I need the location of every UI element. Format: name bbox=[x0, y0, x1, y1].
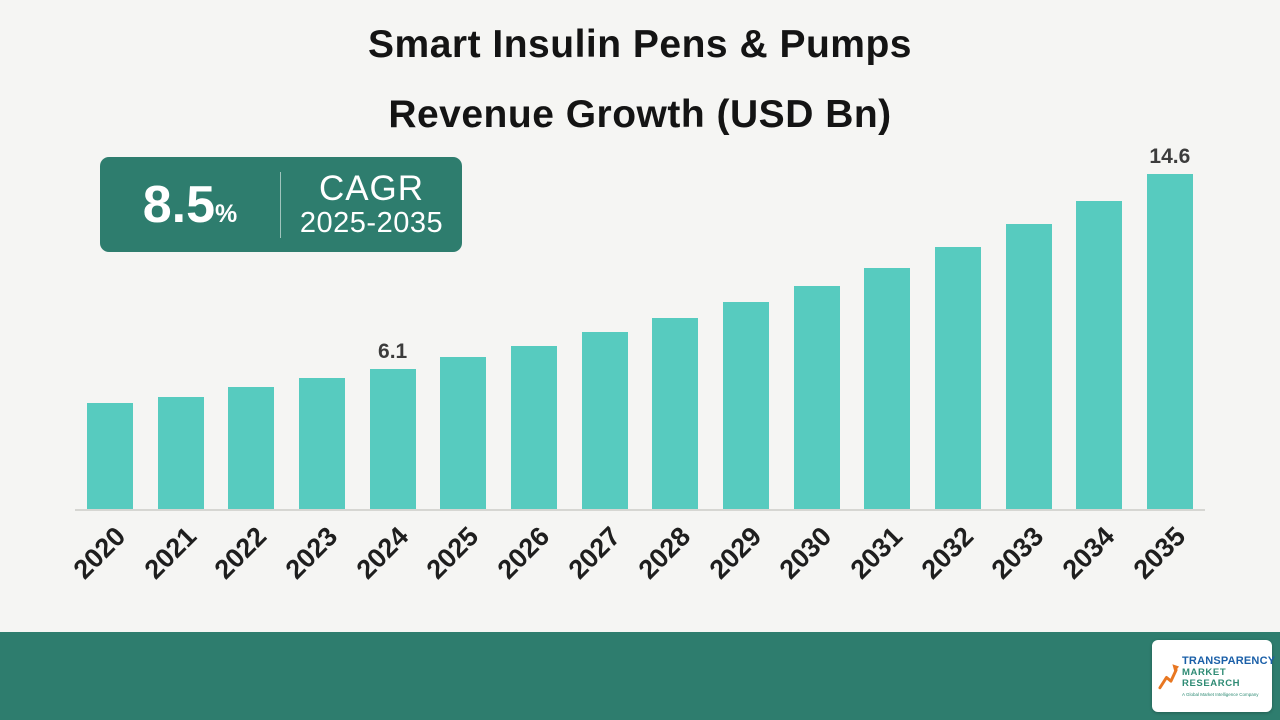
cagr-value: 8.5% bbox=[100, 175, 280, 235]
x-tick-2022: 2022 bbox=[209, 511, 274, 615]
bar-group-2033 bbox=[1005, 160, 1052, 509]
x-tick-label-2032: 2032 bbox=[915, 521, 980, 585]
bar-group-2024: 6.1 bbox=[369, 160, 416, 509]
x-tick-label-2034: 2034 bbox=[1056, 521, 1121, 585]
x-tick-label-2024: 2024 bbox=[350, 521, 414, 585]
bar-group-2035: 14.6 bbox=[1146, 145, 1193, 509]
bar-group-2031 bbox=[864, 160, 911, 509]
bar-group-2026 bbox=[510, 160, 557, 509]
x-tick-label-2030: 2030 bbox=[774, 521, 838, 585]
x-tick-label-2028: 2028 bbox=[632, 521, 697, 585]
x-tick-label-2026: 2026 bbox=[491, 521, 556, 585]
x-tick-2032: 2032 bbox=[915, 511, 981, 615]
bar-2020 bbox=[87, 403, 133, 509]
bar-group-2022 bbox=[228, 160, 275, 509]
bar-2023 bbox=[298, 378, 345, 509]
x-tick-2021: 2021 bbox=[138, 511, 204, 615]
x-tick-2024: 2024 bbox=[350, 511, 416, 615]
bar-2029 bbox=[722, 302, 769, 509]
bar-2034 bbox=[1076, 201, 1123, 509]
bar-group-2020 bbox=[87, 160, 133, 509]
bar-group-2023 bbox=[298, 160, 345, 509]
bar-2032 bbox=[934, 247, 981, 509]
logo-growth-arrow-icon bbox=[1158, 664, 1179, 690]
cagr-label: CAGR bbox=[318, 168, 425, 208]
x-tick-2028: 2028 bbox=[633, 511, 698, 615]
x-tick-2035: 2035 bbox=[1127, 511, 1193, 615]
x-tick-label-2021: 2021 bbox=[138, 521, 202, 585]
footer-bar: TRANSPARENCY MARKET RESEARCH A Global Ma… bbox=[0, 632, 1280, 720]
cagr-label-group: CAGR 2025-2035 bbox=[281, 170, 462, 239]
logo-tagline: A Global Market Intelligence Company bbox=[1182, 691, 1259, 697]
bar-2035 bbox=[1146, 173, 1193, 509]
x-tick-label-2025: 2025 bbox=[420, 521, 485, 585]
chart-title-line1: Smart Insulin Pens & Pumps bbox=[368, 23, 912, 66]
bar-chart: 6.1 14.6 2020 2021 2022 2023 2024 2025 2026 2027… bbox=[68, 145, 1205, 615]
bar-group-2028 bbox=[652, 160, 699, 509]
cagr-percent-sign: % bbox=[215, 199, 238, 228]
value-label-2024: 6.1 bbox=[378, 339, 408, 363]
logo-company-name: TRANSPARENCY bbox=[1182, 655, 1276, 668]
x-tick-2020: 2020 bbox=[68, 511, 133, 615]
value-label-2035: 14.6 bbox=[1149, 144, 1191, 168]
logo-text: TRANSPARENCY MARKET RESEARCH A Global Ma… bbox=[1182, 655, 1275, 697]
bar-group-2032 bbox=[934, 160, 981, 509]
x-tick-2030: 2030 bbox=[774, 511, 840, 615]
x-tick-label-2029: 2029 bbox=[703, 521, 768, 585]
x-tick-2029: 2029 bbox=[703, 511, 769, 615]
cagr-badge: 8.5% CAGR 2025-2035 bbox=[100, 157, 462, 252]
bar-group-2021 bbox=[157, 160, 204, 509]
plot-area: 6.1 14.6 bbox=[75, 145, 1205, 511]
x-tick-label-2027: 2027 bbox=[562, 521, 626, 585]
x-tick-2026: 2026 bbox=[491, 511, 557, 615]
bar-2030 bbox=[793, 286, 840, 509]
x-tick-2031: 2031 bbox=[845, 511, 910, 615]
bar-2025 bbox=[440, 357, 487, 509]
x-tick-label-2031: 2031 bbox=[844, 521, 909, 585]
x-tick-2033: 2033 bbox=[986, 511, 1052, 615]
bar-group-2030 bbox=[793, 160, 840, 509]
bar-2028 bbox=[652, 318, 699, 509]
x-tick-label-2023: 2023 bbox=[279, 521, 344, 585]
chart-title-line2: Revenue Growth (USD Bn) bbox=[388, 93, 892, 136]
x-tick-2023: 2023 bbox=[279, 511, 345, 615]
x-tick-2034: 2034 bbox=[1057, 511, 1122, 615]
chart-title: Smart Insulin Pens & Pumps Revenue Growt… bbox=[0, 0, 1280, 150]
bar-group-2029 bbox=[722, 160, 769, 509]
bar-2031 bbox=[864, 267, 911, 509]
cagr-divider bbox=[280, 171, 281, 238]
bar-2027 bbox=[581, 332, 628, 509]
x-axis-labels: 2020 2021 2022 2023 2024 2025 2026 2027 2028 2029… bbox=[68, 511, 1205, 615]
tmr-logo: TRANSPARENCY MARKET RESEARCH A Global Ma… bbox=[1152, 640, 1275, 712]
logo-company-name-2: MARKET RESEARCH bbox=[1182, 666, 1241, 689]
cagr-period: 2025-2035 bbox=[299, 206, 444, 239]
x-tick-2027: 2027 bbox=[562, 511, 628, 615]
x-tick-2025: 2025 bbox=[421, 511, 486, 615]
bar-2021 bbox=[157, 396, 204, 509]
x-tick-label-2020: 2020 bbox=[67, 521, 132, 585]
bar-group-2025 bbox=[440, 160, 487, 509]
x-tick-label-2035: 2035 bbox=[1127, 521, 1192, 585]
bar-2024 bbox=[369, 368, 416, 509]
bar-2033 bbox=[1005, 224, 1052, 509]
bar-group-2034 bbox=[1076, 160, 1123, 509]
x-tick-label-2022: 2022 bbox=[208, 521, 273, 585]
cagr-number: 8.5 bbox=[142, 175, 216, 234]
x-tick-label-2033: 2033 bbox=[986, 521, 1050, 585]
bar-2022 bbox=[228, 387, 275, 509]
bar-2026 bbox=[510, 345, 557, 509]
bar-group-2027 bbox=[581, 160, 628, 509]
